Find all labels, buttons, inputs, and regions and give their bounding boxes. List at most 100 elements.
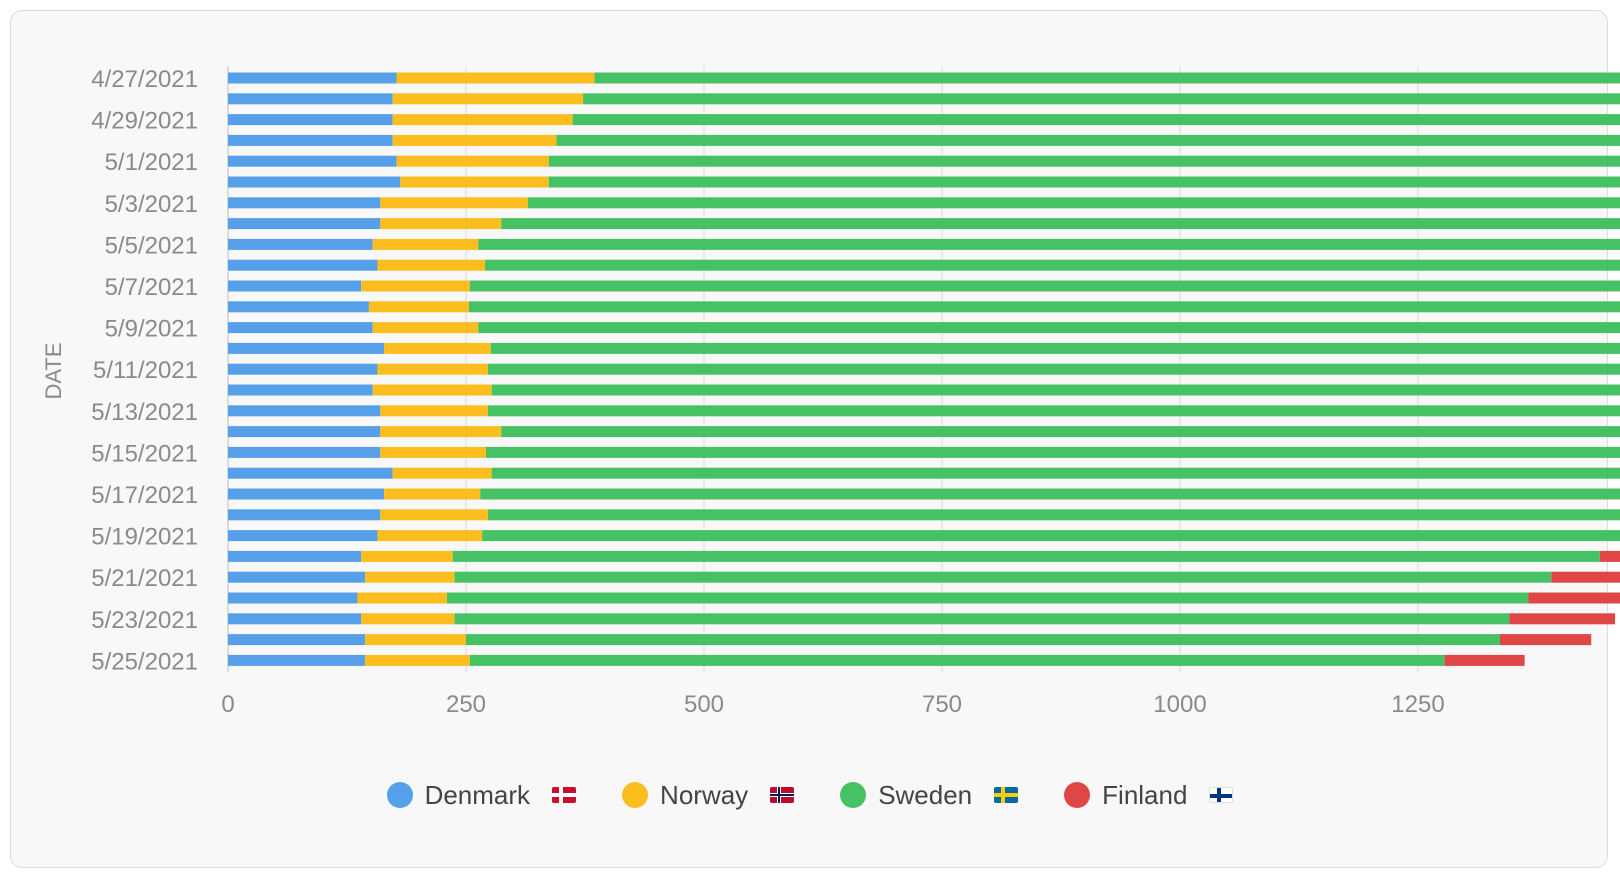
bar-sweden[interactable] <box>548 176 1620 188</box>
bar-denmark[interactable] <box>228 72 397 84</box>
bar-sweden[interactable] <box>491 384 1620 396</box>
bar-denmark[interactable] <box>228 259 378 271</box>
bar-sweden[interactable] <box>469 654 1445 666</box>
bar-sweden[interactable] <box>482 530 1620 542</box>
bar-denmark[interactable] <box>228 134 393 146</box>
legend-label-sweden: Sweden <box>878 779 973 810</box>
bar-sweden[interactable] <box>478 322 1620 334</box>
bar-sweden[interactable] <box>487 363 1620 375</box>
bar-norway[interactable] <box>377 530 483 542</box>
bar-norway[interactable] <box>384 488 481 500</box>
norway-flag-icon <box>770 787 795 803</box>
bar-norway[interactable] <box>380 426 502 438</box>
bar-sweden[interactable] <box>454 571 1552 583</box>
bar-norway[interactable] <box>361 280 470 292</box>
bar-norway[interactable] <box>392 134 557 146</box>
bar-norway[interactable] <box>380 405 488 417</box>
bar-sweden[interactable] <box>487 509 1620 521</box>
legend-item-finland[interactable]: Finland <box>1064 780 1234 811</box>
bar-finland[interactable] <box>1444 654 1525 666</box>
bar-norway[interactable] <box>396 155 549 167</box>
bar-sweden[interactable] <box>491 467 1620 479</box>
bar-norway[interactable] <box>380 197 528 209</box>
bar-norway[interactable] <box>380 446 486 458</box>
bar-norway[interactable] <box>392 93 584 105</box>
bar-norway[interactable] <box>365 571 455 583</box>
bar-sweden[interactable] <box>548 155 1620 167</box>
bar-finland[interactable] <box>1551 571 1620 583</box>
bar-sweden[interactable] <box>468 301 1620 313</box>
bar-norway[interactable] <box>384 342 491 354</box>
bar-sweden[interactable] <box>478 238 1620 250</box>
bar-denmark[interactable] <box>228 176 401 188</box>
bar-norway[interactable] <box>372 322 479 334</box>
bar-norway[interactable] <box>368 301 469 313</box>
bar-sweden[interactable] <box>446 592 1529 604</box>
bar-denmark[interactable] <box>228 467 393 479</box>
bar-norway[interactable] <box>365 654 470 666</box>
bar-denmark[interactable] <box>228 426 381 438</box>
bar-sweden[interactable] <box>501 426 1620 438</box>
bar-finland[interactable] <box>1509 613 1616 625</box>
bar-norway[interactable] <box>361 613 455 625</box>
bar-denmark[interactable] <box>228 550 362 562</box>
bar-sweden[interactable] <box>527 197 1620 209</box>
bar-denmark[interactable] <box>228 384 373 396</box>
bar-denmark[interactable] <box>228 592 358 604</box>
bar-denmark[interactable] <box>228 93 393 105</box>
bar-norway[interactable] <box>392 114 573 126</box>
bar-denmark[interactable] <box>228 446 381 458</box>
bar-denmark[interactable] <box>228 238 373 250</box>
bar-denmark[interactable] <box>228 197 381 209</box>
bar-norway[interactable] <box>396 72 595 84</box>
bar-denmark[interactable] <box>228 322 373 334</box>
y-tick-label: 4/27/2021 <box>91 66 198 93</box>
bar-sweden[interactable] <box>485 446 1620 458</box>
bar-denmark[interactable] <box>228 363 378 375</box>
bar-norway[interactable] <box>365 634 466 646</box>
bar-denmark[interactable] <box>228 301 369 313</box>
bar-denmark[interactable] <box>228 342 385 354</box>
legend-item-norway[interactable]: Norway <box>622 780 795 811</box>
bar-norway[interactable] <box>377 363 488 375</box>
bar-denmark[interactable] <box>228 218 381 230</box>
bar-finland[interactable] <box>1499 634 1592 646</box>
bar-sweden[interactable] <box>466 634 1500 646</box>
bar-denmark[interactable] <box>228 280 362 292</box>
bar-sweden[interactable] <box>469 280 1620 292</box>
bar-norway[interactable] <box>400 176 549 188</box>
bar-denmark[interactable] <box>228 530 378 542</box>
bar-denmark[interactable] <box>228 155 397 167</box>
bar-sweden[interactable] <box>452 550 1600 562</box>
bar-denmark[interactable] <box>228 114 393 126</box>
bar-finland[interactable] <box>1599 550 1620 562</box>
bar-norway[interactable] <box>361 550 453 562</box>
bar-sweden[interactable] <box>501 218 1620 230</box>
bar-denmark[interactable] <box>228 405 381 417</box>
bar-norway[interactable] <box>392 467 492 479</box>
bar-denmark[interactable] <box>228 613 362 625</box>
bar-sweden[interactable] <box>572 114 1620 126</box>
bar-norway[interactable] <box>357 592 447 604</box>
bar-denmark[interactable] <box>228 571 366 583</box>
legend-item-sweden[interactable]: Sweden <box>840 779 1019 811</box>
bar-sweden[interactable] <box>594 72 1620 84</box>
bar-denmark[interactable] <box>228 509 381 521</box>
bar-denmark[interactable] <box>228 488 385 500</box>
bar-denmark[interactable] <box>228 654 366 666</box>
bar-sweden[interactable] <box>487 405 1620 417</box>
bar-norway[interactable] <box>377 259 486 271</box>
bar-sweden[interactable] <box>480 488 1620 500</box>
bar-finland[interactable] <box>1528 592 1620 604</box>
bar-sweden[interactable] <box>583 93 1620 105</box>
bar-norway[interactable] <box>372 384 492 396</box>
bar-norway[interactable] <box>380 509 488 521</box>
bar-norway[interactable] <box>380 218 502 230</box>
bar-sweden[interactable] <box>485 259 1620 271</box>
legend-item-denmark[interactable]: Denmark <box>386 780 577 811</box>
bar-sweden[interactable] <box>490 342 1620 354</box>
bar-denmark[interactable] <box>228 634 366 646</box>
bar-sweden[interactable] <box>556 134 1620 146</box>
bar-norway[interactable] <box>372 238 479 250</box>
bar-sweden[interactable] <box>454 613 1510 625</box>
